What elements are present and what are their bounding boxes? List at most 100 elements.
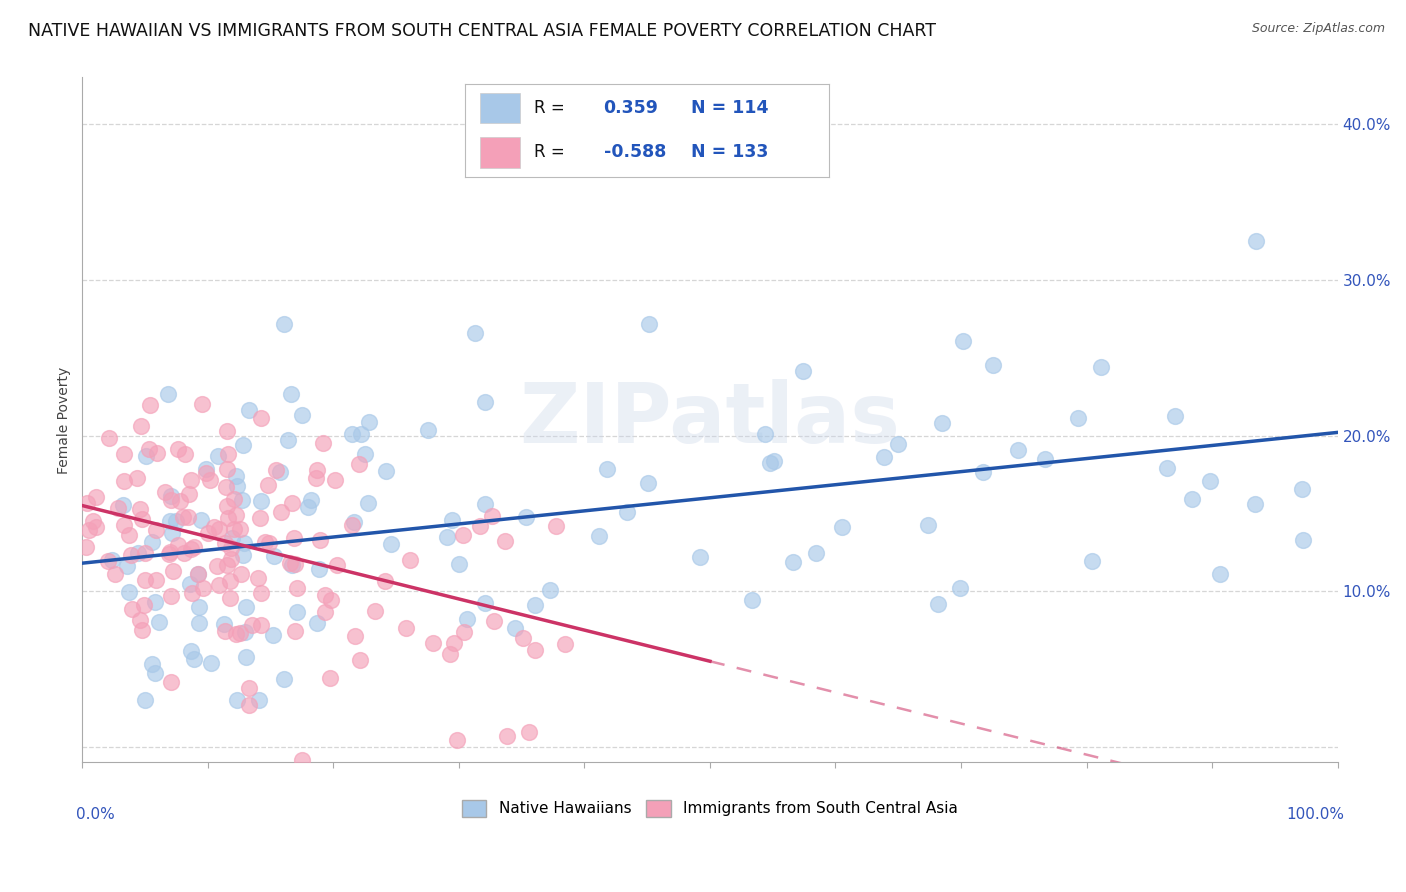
Point bbox=[183, 652, 205, 666]
Point bbox=[115, 559, 138, 574]
Point bbox=[191, 397, 214, 411]
Point bbox=[145, 523, 167, 537]
Point bbox=[107, 501, 129, 516]
Point bbox=[180, 644, 202, 658]
Point bbox=[395, 621, 418, 635]
Point bbox=[219, 541, 242, 555]
Point bbox=[307, 615, 329, 630]
Point bbox=[326, 558, 349, 572]
Point bbox=[159, 514, 181, 528]
Point bbox=[101, 553, 124, 567]
Point bbox=[927, 597, 949, 611]
Point bbox=[308, 562, 330, 576]
Point bbox=[225, 469, 247, 483]
Point bbox=[305, 470, 328, 484]
Point bbox=[319, 671, 342, 685]
Point bbox=[439, 647, 461, 661]
Point bbox=[250, 494, 273, 508]
Point bbox=[637, 476, 659, 491]
Point bbox=[159, 589, 181, 603]
Point bbox=[1292, 533, 1315, 547]
Point bbox=[285, 581, 308, 595]
Point bbox=[228, 625, 250, 640]
Point bbox=[157, 547, 180, 561]
Point bbox=[191, 581, 214, 595]
Point bbox=[436, 530, 458, 544]
Point bbox=[538, 582, 561, 597]
Point bbox=[112, 518, 135, 533]
Point bbox=[782, 555, 804, 569]
Point bbox=[120, 548, 142, 562]
Point bbox=[183, 540, 205, 554]
Point bbox=[375, 464, 398, 478]
Point bbox=[187, 566, 209, 581]
Point bbox=[1081, 554, 1104, 568]
Point bbox=[97, 554, 120, 568]
Point bbox=[112, 447, 135, 461]
Point bbox=[238, 681, 260, 696]
Point bbox=[131, 623, 153, 637]
Point bbox=[305, 463, 328, 477]
Legend: Native Hawaiians, Immigrants from South Central Asia: Native Hawaiians, Immigrants from South … bbox=[456, 793, 965, 823]
Point bbox=[284, 624, 307, 639]
Point bbox=[495, 729, 517, 743]
Point bbox=[350, 427, 373, 442]
Point bbox=[134, 693, 156, 707]
Point bbox=[179, 577, 201, 591]
Point bbox=[981, 358, 1004, 372]
Point bbox=[160, 489, 183, 503]
Point bbox=[523, 643, 546, 657]
Point bbox=[173, 546, 195, 560]
Point bbox=[134, 573, 156, 587]
Point bbox=[160, 526, 183, 541]
Point bbox=[222, 492, 245, 507]
Point bbox=[309, 533, 332, 547]
Point bbox=[347, 457, 370, 471]
Point bbox=[169, 493, 191, 508]
Point bbox=[544, 519, 567, 533]
Point bbox=[180, 473, 202, 487]
Point bbox=[1163, 409, 1185, 423]
Point bbox=[232, 438, 254, 452]
Text: NATIVE HAWAIIAN VS IMMIGRANTS FROM SOUTH CENTRAL ASIA FEMALE POVERTY CORRELATION: NATIVE HAWAIIAN VS IMMIGRANTS FROM SOUTH… bbox=[28, 22, 936, 40]
Point bbox=[141, 535, 163, 549]
Point bbox=[588, 529, 610, 543]
Point bbox=[118, 584, 141, 599]
Point bbox=[165, 514, 187, 528]
Point bbox=[217, 558, 239, 572]
Point bbox=[323, 473, 346, 487]
Point bbox=[118, 527, 141, 541]
Point bbox=[931, 416, 953, 430]
Point bbox=[256, 478, 278, 492]
Point bbox=[517, 725, 540, 739]
Point bbox=[135, 449, 157, 463]
Point bbox=[231, 493, 253, 508]
Point bbox=[148, 615, 170, 629]
Point bbox=[1198, 475, 1220, 489]
Point bbox=[637, 318, 659, 332]
Point bbox=[139, 398, 162, 412]
Point bbox=[233, 625, 256, 640]
Point bbox=[515, 510, 537, 524]
Point bbox=[97, 431, 120, 445]
Point bbox=[214, 536, 236, 550]
Point bbox=[138, 442, 160, 456]
Point bbox=[172, 510, 194, 524]
Point bbox=[145, 573, 167, 587]
Point bbox=[344, 629, 367, 643]
Point bbox=[111, 498, 134, 512]
Point bbox=[128, 613, 150, 627]
Point bbox=[792, 364, 814, 378]
Point bbox=[181, 585, 204, 599]
Point bbox=[464, 326, 486, 340]
Point bbox=[763, 454, 786, 468]
Point bbox=[524, 599, 547, 613]
Point bbox=[806, 546, 828, 560]
Point bbox=[319, 593, 342, 607]
Point bbox=[596, 462, 619, 476]
Point bbox=[474, 596, 496, 610]
Point bbox=[418, 423, 440, 437]
Point bbox=[269, 465, 291, 479]
Point bbox=[188, 600, 211, 615]
Point bbox=[949, 581, 972, 595]
